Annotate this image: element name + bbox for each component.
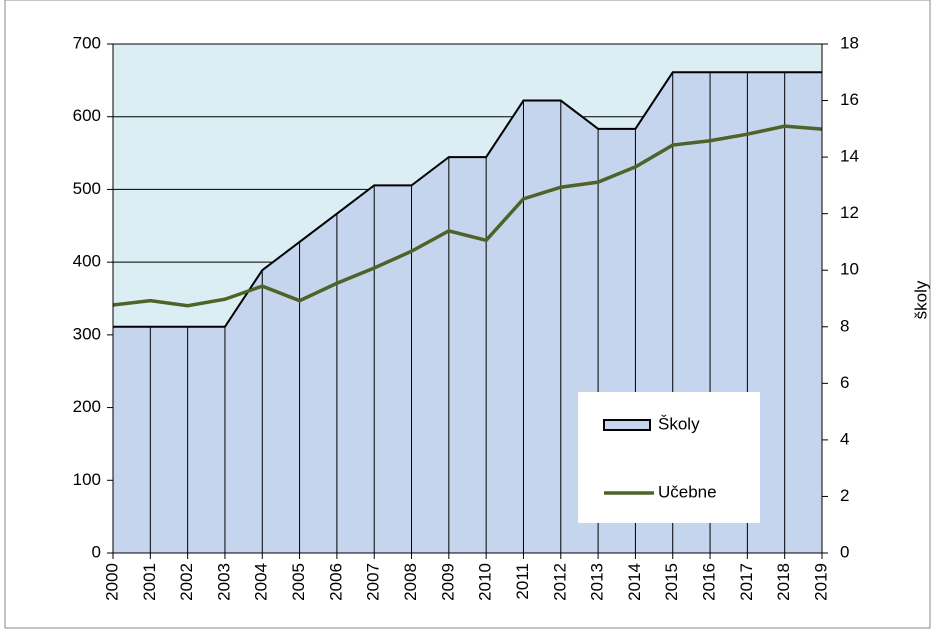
legend-label: Učebne	[658, 482, 717, 501]
x-tick-label: 2008	[401, 563, 420, 601]
y2-tick-label: 0	[840, 542, 849, 561]
y2-tick-label: 12	[840, 203, 859, 222]
x-tick-label: 2013	[588, 563, 607, 601]
x-tick-label: 2018	[774, 563, 793, 601]
y-tick-label: 100	[73, 470, 101, 489]
line	[112, 124, 823, 308]
y-tick-label: 700	[73, 33, 101, 52]
x-tick-label: 2003	[214, 563, 233, 601]
y2-tick-label: 8	[840, 316, 849, 335]
y2-tick-label: 6	[840, 373, 849, 392]
x-tick-label: 2011	[513, 563, 532, 600]
y-tick-label: 600	[73, 106, 101, 125]
x-tick-label: 2001	[140, 563, 159, 601]
y2-axis-label: školy	[911, 280, 930, 319]
x-tick-label: 2019	[811, 563, 830, 601]
y2-tick-label: 16	[840, 90, 859, 109]
y-tick-label: 0	[92, 542, 101, 561]
x-tick-label: 2017	[737, 563, 756, 601]
legend-label: Školy	[658, 414, 700, 433]
y-tick-label: 300	[73, 324, 101, 343]
x-tick-label: 2014	[625, 563, 644, 601]
x-tick-label: 2012	[550, 563, 569, 601]
y2-tick-label: 2	[840, 486, 849, 505]
y-tick-label: 400	[73, 252, 101, 271]
x-tick-label: 2010	[476, 563, 495, 601]
area-outline	[113, 71, 822, 328]
x-tick-label: 2006	[326, 563, 345, 601]
y-tick-label: 200	[73, 397, 101, 416]
x-tick-label: 2002	[177, 563, 196, 601]
legend-swatch	[603, 419, 651, 431]
x-tick-label: 2007	[364, 563, 383, 601]
x-tick-label: 2016	[700, 563, 719, 601]
x-tick-label: 2000	[102, 563, 121, 601]
x-tick-label: 2009	[438, 563, 457, 601]
x-tick-label: 2015	[662, 563, 681, 601]
y2-tick-label: 10	[840, 260, 859, 279]
y2-tick-label: 4	[840, 429, 849, 448]
y2-tick-label: 14	[840, 147, 859, 166]
x-tick-label: 2004	[252, 563, 271, 601]
legend	[578, 392, 760, 523]
y-tick-label: 500	[73, 179, 101, 198]
x-tick-label: 2005	[289, 563, 308, 601]
y2-tick-label: 18	[840, 33, 859, 52]
